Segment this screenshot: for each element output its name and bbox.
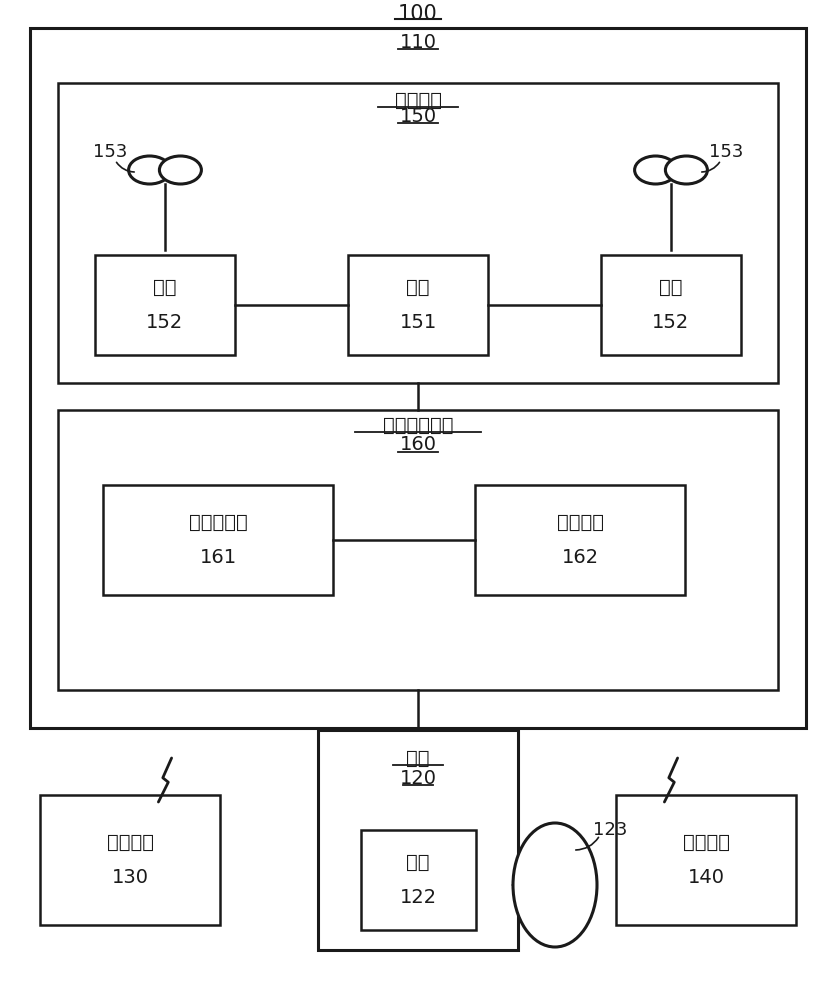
Text: 130: 130 xyxy=(111,868,149,887)
Bar xyxy=(30,28,806,728)
Bar xyxy=(103,485,333,595)
Text: 飞行控制器: 飞行控制器 xyxy=(189,513,247,532)
Text: 电机: 电机 xyxy=(153,278,176,297)
Bar xyxy=(348,255,488,355)
Text: 电机: 电机 xyxy=(660,278,683,297)
Ellipse shape xyxy=(160,156,201,184)
Ellipse shape xyxy=(635,156,676,184)
Text: 150: 150 xyxy=(400,106,436,125)
Text: 电调: 电调 xyxy=(406,278,430,297)
Text: 122: 122 xyxy=(400,888,436,907)
Bar xyxy=(318,730,518,950)
Bar xyxy=(58,83,778,383)
Text: 显示设备: 显示设备 xyxy=(106,833,154,852)
Text: 120: 120 xyxy=(400,768,436,788)
Text: 云台: 云台 xyxy=(406,748,430,768)
Text: 161: 161 xyxy=(200,548,237,567)
Text: 160: 160 xyxy=(400,436,436,454)
Bar xyxy=(616,795,796,925)
Text: 152: 152 xyxy=(146,313,184,332)
Bar xyxy=(95,255,235,355)
Text: 140: 140 xyxy=(687,868,725,887)
Bar xyxy=(601,255,741,355)
Text: 控制装置: 控制装置 xyxy=(682,833,730,852)
Bar xyxy=(58,410,778,690)
Ellipse shape xyxy=(513,823,597,947)
Ellipse shape xyxy=(665,156,707,184)
Text: 动力系统: 动力系统 xyxy=(395,91,441,109)
Text: 电机: 电机 xyxy=(406,853,430,872)
Ellipse shape xyxy=(129,156,171,184)
Text: 123: 123 xyxy=(593,821,627,839)
Bar xyxy=(360,830,476,930)
Text: 153: 153 xyxy=(709,143,743,161)
Text: 100: 100 xyxy=(398,4,438,24)
Bar xyxy=(475,485,685,595)
Text: 110: 110 xyxy=(400,33,436,52)
Bar xyxy=(40,795,220,925)
Text: 162: 162 xyxy=(562,548,599,567)
Text: 152: 152 xyxy=(652,313,690,332)
Text: 飞行控制系统: 飞行控制系统 xyxy=(383,416,453,434)
Text: 151: 151 xyxy=(400,313,436,332)
Text: 传感系统: 传感系统 xyxy=(557,513,604,532)
Text: 153: 153 xyxy=(93,143,127,161)
